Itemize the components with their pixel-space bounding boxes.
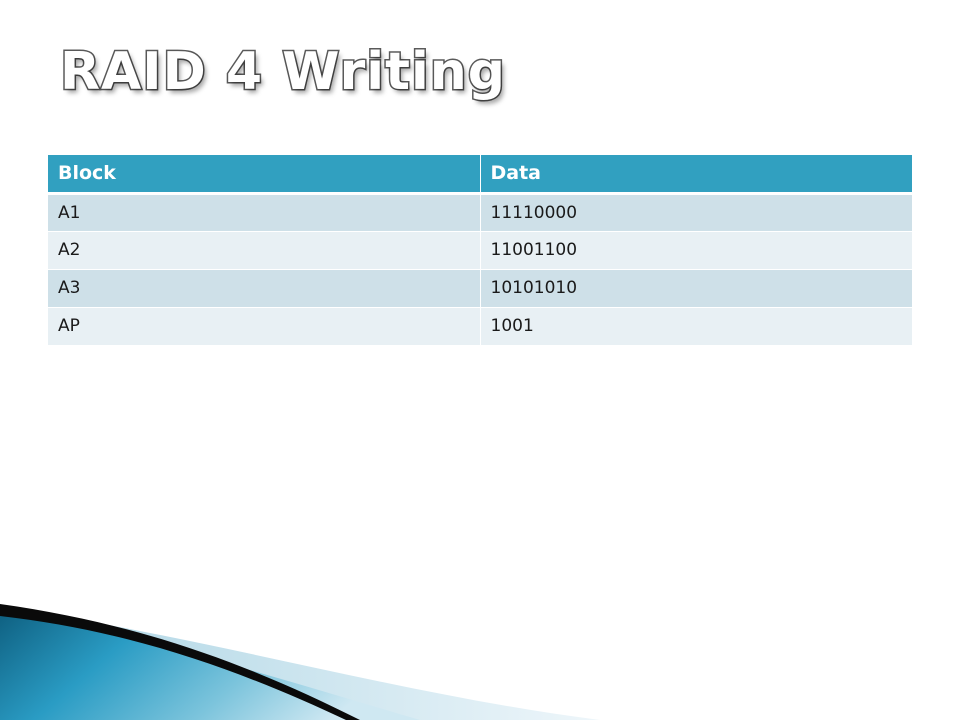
cell-block: A3 — [48, 268, 480, 307]
cell-block: AP — [48, 306, 480, 345]
table-row: A3 10101010 — [48, 268, 912, 307]
slide-title: RAID 4 Writing — [58, 42, 507, 102]
cell-data: 10101010 — [479, 268, 912, 307]
header-block: Block — [48, 155, 480, 195]
cell-block: A1 — [48, 192, 480, 231]
data-table: Block Data A1 11110000 A2 11001100 A3 10… — [48, 155, 912, 345]
table-row: AP 1001 — [48, 306, 912, 345]
cell-data: 11001100 — [479, 230, 912, 269]
cell-data: 1001 — [479, 306, 912, 345]
header-data: Data — [479, 155, 912, 195]
table-row: A1 11110000 — [48, 192, 912, 231]
swoosh-blue — [0, 610, 420, 720]
cell-block: A2 — [48, 230, 480, 269]
table-row: A2 11001100 — [48, 230, 912, 269]
cell-data: 11110000 — [479, 192, 912, 231]
swoosh-dark — [0, 604, 360, 720]
table-header-row: Block Data — [48, 155, 912, 195]
decorative-swoosh — [0, 604, 600, 720]
